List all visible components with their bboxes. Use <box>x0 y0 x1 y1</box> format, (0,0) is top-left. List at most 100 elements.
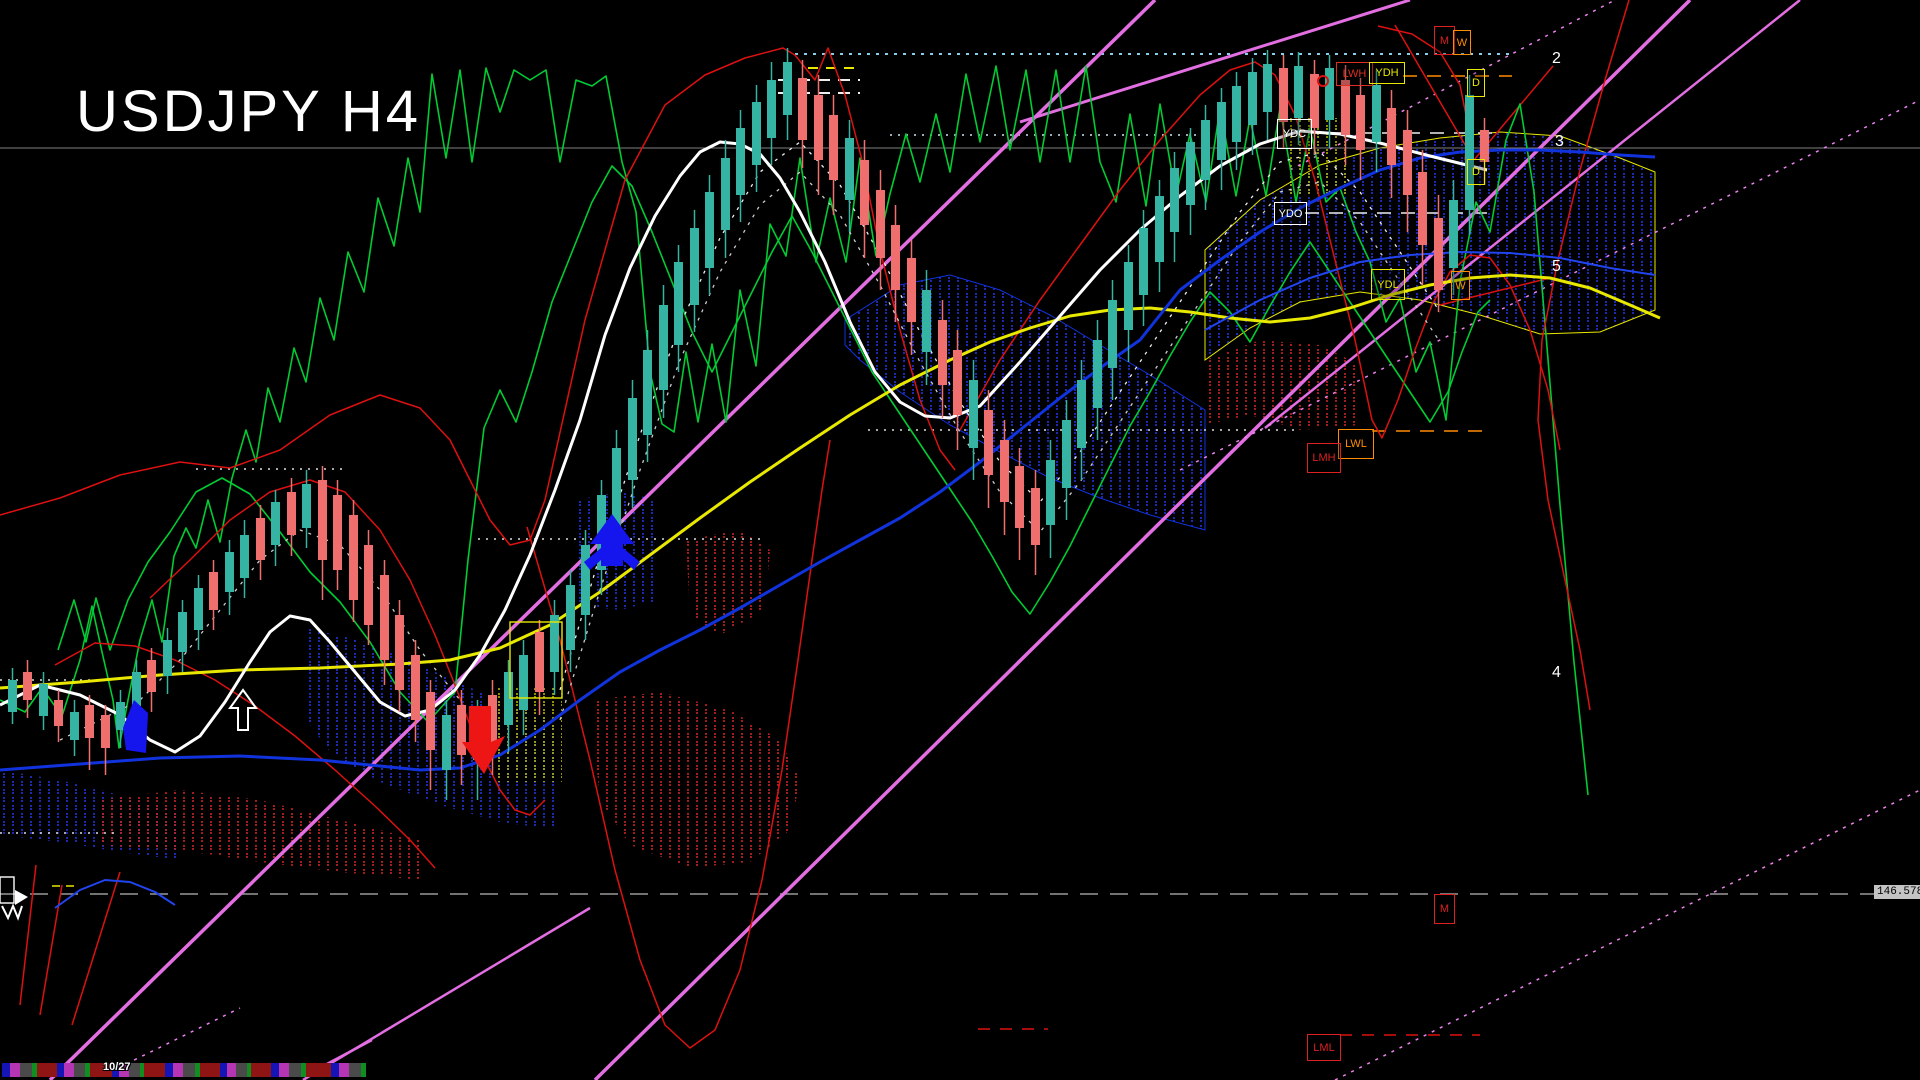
candle-body <box>628 398 637 480</box>
candle-body <box>426 692 435 750</box>
period-strip-segment <box>173 1063 183 1077</box>
redcloud-mid-patch <box>686 530 770 635</box>
period-strip-segment <box>144 1063 165 1077</box>
candle-body <box>70 712 79 740</box>
period-strip-segment <box>140 1063 144 1077</box>
candle-body <box>1325 68 1334 120</box>
red-right-mountain <box>959 61 1561 451</box>
indicator-lines <box>0 0 1661 1049</box>
period-strip-segment <box>279 1063 289 1077</box>
candle-body <box>876 190 885 258</box>
candle-body <box>690 228 699 305</box>
magenta-stub <box>324 1038 373 1067</box>
candle-body <box>1418 172 1427 245</box>
candle-body <box>814 95 823 160</box>
candle-body <box>1015 466 1024 528</box>
magenta-dotted-4 <box>1334 789 1920 1080</box>
period-strip-segment <box>85 1063 90 1077</box>
period-strip-segment <box>306 1063 331 1077</box>
candle-body <box>1279 68 1288 122</box>
candle-body <box>302 484 311 528</box>
candle-body <box>798 78 807 140</box>
candle-body <box>1170 168 1179 232</box>
candle-body <box>1480 130 1489 162</box>
candle-body <box>178 612 187 652</box>
period-strip-segment <box>301 1063 306 1077</box>
candle-body <box>256 518 265 560</box>
redcloud-right-patch <box>1205 340 1360 430</box>
period-strip-segment <box>37 1063 57 1077</box>
candle-body <box>566 585 575 650</box>
candle-body <box>132 672 141 706</box>
candle-body <box>1139 228 1148 295</box>
candle-body <box>54 700 63 726</box>
candle-body <box>845 138 854 200</box>
left-edge-triangle <box>15 890 28 905</box>
blue-ma <box>0 148 1656 772</box>
yellow-zone-rect <box>509 621 563 699</box>
white-dotted-ribbon-2 <box>559 171 1441 721</box>
candle-body <box>1186 142 1195 205</box>
yellow-ma <box>0 273 1661 690</box>
red-far-right-descent <box>1537 0 1630 711</box>
candle-body <box>1093 340 1102 408</box>
period-strip-segment <box>112 1063 119 1077</box>
signal-markers <box>0 75 1329 921</box>
magenta-dotted-3 <box>117 1007 241 1069</box>
period-strip-segment <box>195 1063 200 1077</box>
candle-body <box>1217 102 1226 160</box>
candle-body <box>85 705 94 738</box>
candle-body <box>1263 64 1272 112</box>
candle-body <box>225 552 234 592</box>
candle-body <box>922 290 931 352</box>
candle-body <box>535 632 544 692</box>
redcloud-left-bottom <box>95 790 420 880</box>
candle-body <box>1403 130 1412 195</box>
period-strip-segment <box>119 1063 129 1077</box>
period-strip-segment <box>64 1063 74 1077</box>
period-strip-segment <box>349 1063 361 1077</box>
candle-body <box>984 410 993 475</box>
candle-body <box>194 588 203 630</box>
period-strip-segment <box>331 1063 339 1077</box>
magenta-dotted-1 <box>1179 99 1920 471</box>
candle-body <box>39 684 48 716</box>
period-strip-segment <box>129 1063 140 1077</box>
date-separator-label: 10/27 <box>103 1061 131 1073</box>
candle-body <box>411 655 420 720</box>
period-strip-segment <box>165 1063 173 1077</box>
candle-body <box>1372 85 1381 142</box>
period-strip-segment <box>361 1063 366 1077</box>
period-strip-segment <box>227 1063 236 1077</box>
candle-body <box>1341 80 1350 135</box>
cloud-center-right <box>844 274 1206 531</box>
redcloud-below-rally <box>590 692 800 868</box>
candle-body <box>612 448 621 530</box>
candle-body <box>1232 86 1241 142</box>
candle-body <box>1387 108 1396 165</box>
candle-body <box>1000 440 1009 502</box>
candle-body <box>163 640 172 676</box>
blue-blob-marker <box>123 700 148 753</box>
blue-thin-bottom-left <box>54 879 176 909</box>
ichimoku-clouds <box>0 118 1656 880</box>
candle-body <box>349 515 358 600</box>
candle-body <box>643 350 652 435</box>
candle-body <box>581 545 590 615</box>
candle-body <box>1062 420 1071 488</box>
candle-body <box>1248 72 1257 125</box>
candle-body <box>519 655 528 710</box>
cloud-future-right <box>1204 131 1656 361</box>
candle-body <box>721 158 730 230</box>
candle-body <box>674 262 683 345</box>
trend-lines <box>48 0 1920 1080</box>
candle-body <box>271 502 280 545</box>
candle-body <box>907 258 916 322</box>
left-edge-box <box>0 876 15 904</box>
period-strip-segment <box>339 1063 349 1077</box>
candle-body <box>442 715 451 770</box>
yellowdots-topright <box>1288 118 1352 195</box>
red-big-upper-loop <box>544 47 956 501</box>
candle-body <box>1031 488 1040 545</box>
